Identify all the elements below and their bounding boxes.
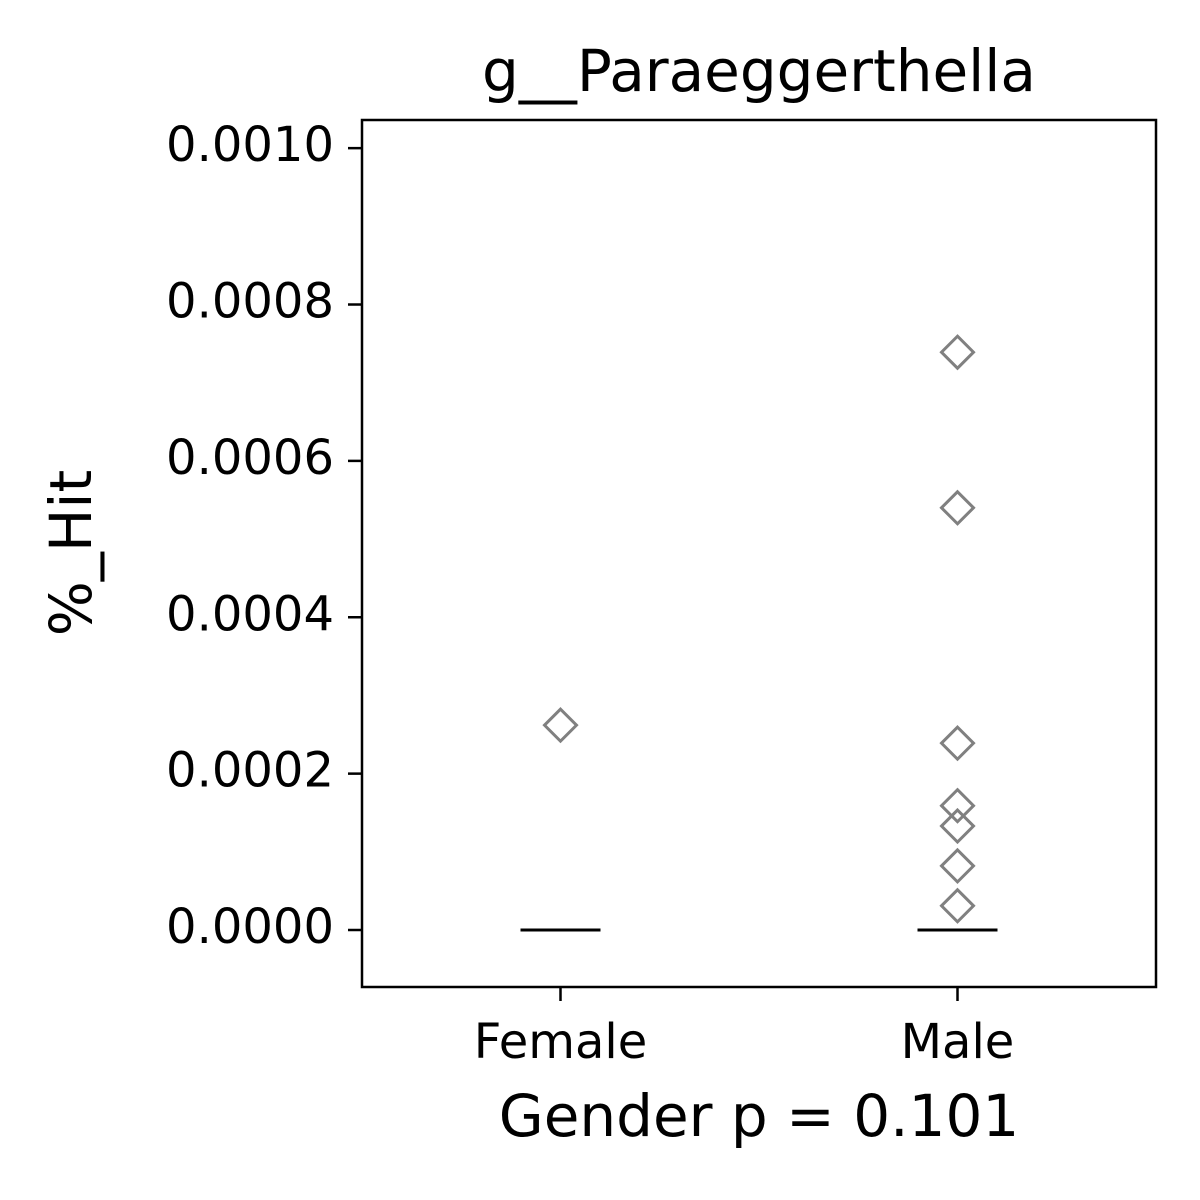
data-point <box>939 725 976 762</box>
y-tick-label: 0.0010 <box>166 117 334 173</box>
plot-frame <box>360 118 1158 989</box>
data-point <box>939 887 976 924</box>
data-point <box>939 807 976 845</box>
y-tick-label: 0.0008 <box>166 274 334 330</box>
x-tick-label: Male <box>901 1014 1015 1070</box>
x-axis-label: Gender p = 0.101 <box>499 1082 1020 1150</box>
chart-title: g__Paraeggerthella <box>482 37 1036 105</box>
y-tick-label: 0.0004 <box>166 586 334 642</box>
data-point <box>939 334 976 371</box>
x-tick-label: Female <box>474 1014 648 1070</box>
data-point <box>939 489 976 526</box>
data-point <box>939 847 976 885</box>
y-axis-label: %_Hit <box>37 470 105 637</box>
y-tick-label: 0.0000 <box>166 899 334 955</box>
data-point <box>542 707 579 744</box>
data-point <box>939 787 976 824</box>
y-tick-label: 0.0002 <box>166 743 334 799</box>
y-tick-label: 0.0006 <box>166 430 334 486</box>
